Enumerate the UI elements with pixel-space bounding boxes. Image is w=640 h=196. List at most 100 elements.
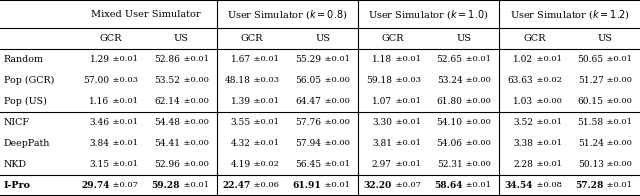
- Text: 4.19: 4.19: [230, 160, 251, 169]
- Text: 53.24: 53.24: [436, 76, 463, 85]
- Text: 1.67: 1.67: [230, 55, 251, 64]
- Text: ±0.03: ±0.03: [110, 76, 138, 84]
- Text: ±0.01: ±0.01: [322, 160, 350, 168]
- Text: ±0.00: ±0.00: [463, 160, 491, 168]
- Text: 2.28: 2.28: [513, 160, 533, 169]
- Text: ±0.01: ±0.01: [110, 139, 138, 147]
- Text: US: US: [456, 34, 471, 43]
- Text: 58.64: 58.64: [434, 181, 463, 190]
- Text: ±0.01: ±0.01: [110, 118, 138, 126]
- Text: 54.10: 54.10: [436, 118, 463, 127]
- Text: 52.96: 52.96: [154, 160, 180, 169]
- Text: 34.54: 34.54: [505, 181, 533, 190]
- Text: 56.45: 56.45: [295, 160, 321, 169]
- Text: 1.29: 1.29: [90, 55, 109, 64]
- Text: ±0.00: ±0.00: [604, 97, 632, 105]
- Text: GCR: GCR: [382, 34, 404, 43]
- Text: ±0.01: ±0.01: [392, 118, 420, 126]
- Text: User Simulator ($k = 1.2$): User Simulator ($k = 1.2$): [509, 8, 630, 21]
- Text: 29.74: 29.74: [81, 181, 109, 190]
- Text: ±0.07: ±0.07: [392, 181, 420, 189]
- Text: ±0.00: ±0.00: [180, 97, 209, 105]
- Text: Random: Random: [4, 55, 44, 64]
- Text: User Simulator ($k = 1.0$): User Simulator ($k = 1.0$): [368, 8, 489, 21]
- Text: Mixed User Simulator: Mixed User Simulator: [92, 10, 201, 19]
- Text: ±0.07: ±0.07: [110, 181, 138, 189]
- Text: DeepPath: DeepPath: [4, 139, 50, 148]
- Text: ±0.03: ±0.03: [252, 76, 280, 84]
- Text: ±0.00: ±0.00: [180, 76, 209, 84]
- Text: 64.47: 64.47: [296, 97, 321, 106]
- Text: 52.86: 52.86: [154, 55, 180, 64]
- Text: 1.03: 1.03: [513, 97, 533, 106]
- Text: 57.94: 57.94: [295, 139, 321, 148]
- Text: ±0.01: ±0.01: [604, 55, 632, 64]
- Text: ±0.02: ±0.02: [534, 76, 562, 84]
- Text: ±0.03: ±0.03: [392, 76, 420, 84]
- Text: 3.15: 3.15: [90, 160, 109, 169]
- Text: 4.32: 4.32: [231, 139, 251, 148]
- Text: ±0.01: ±0.01: [252, 118, 280, 126]
- Text: ±0.00: ±0.00: [463, 118, 491, 126]
- Text: ±0.00: ±0.00: [604, 76, 632, 84]
- Text: Pop (US): Pop (US): [4, 97, 47, 106]
- Text: ±0.01: ±0.01: [110, 160, 138, 168]
- Text: ±0.08: ±0.08: [534, 181, 562, 189]
- Text: ±0.01: ±0.01: [392, 55, 420, 64]
- Text: ±0.01: ±0.01: [392, 160, 420, 168]
- Text: US: US: [174, 34, 189, 43]
- Text: ±0.00: ±0.00: [180, 118, 209, 126]
- Text: 56.05: 56.05: [295, 76, 321, 85]
- Text: 3.84: 3.84: [90, 139, 109, 148]
- Text: ±0.00: ±0.00: [463, 139, 491, 147]
- Text: ±0.01: ±0.01: [392, 97, 420, 105]
- Text: 1.16: 1.16: [90, 97, 109, 106]
- Text: 63.63: 63.63: [508, 76, 533, 85]
- Text: 1.39: 1.39: [231, 97, 251, 106]
- Text: NICF: NICF: [4, 118, 30, 127]
- Text: GCR: GCR: [523, 34, 546, 43]
- Text: ±0.00: ±0.00: [180, 160, 209, 168]
- Text: ±0.01: ±0.01: [463, 181, 491, 189]
- Text: I-Pro: I-Pro: [4, 181, 31, 190]
- Text: ±0.01: ±0.01: [252, 139, 280, 147]
- Text: ±0.01: ±0.01: [180, 55, 209, 64]
- Text: ±0.01: ±0.01: [322, 55, 350, 64]
- Text: 1.02: 1.02: [513, 55, 533, 64]
- Text: ±0.00: ±0.00: [180, 139, 209, 147]
- Text: 57.76: 57.76: [295, 118, 321, 127]
- Text: ±0.02: ±0.02: [252, 160, 279, 168]
- Text: ±0.01: ±0.01: [534, 118, 562, 126]
- Text: US: US: [315, 34, 330, 43]
- Text: 3.38: 3.38: [513, 139, 533, 148]
- Text: 3.30: 3.30: [372, 118, 392, 127]
- Text: 50.13: 50.13: [578, 160, 604, 169]
- Text: GCR: GCR: [100, 34, 122, 43]
- Text: US: US: [598, 34, 612, 43]
- Text: 52.65: 52.65: [436, 55, 463, 64]
- Text: 3.46: 3.46: [90, 118, 109, 127]
- Text: ±0.01: ±0.01: [110, 97, 138, 105]
- Text: 59.18: 59.18: [366, 76, 392, 85]
- Text: ±0.01: ±0.01: [322, 181, 350, 189]
- Text: 51.27: 51.27: [578, 76, 604, 85]
- Text: ±0.01: ±0.01: [534, 160, 562, 168]
- Text: 1.07: 1.07: [372, 97, 392, 106]
- Text: NKD: NKD: [4, 160, 27, 169]
- Text: 61.91: 61.91: [292, 181, 321, 190]
- Text: 50.65: 50.65: [577, 55, 604, 64]
- Text: 3.52: 3.52: [513, 118, 533, 127]
- Text: ±0.00: ±0.00: [322, 139, 350, 147]
- Text: 54.48: 54.48: [154, 118, 180, 127]
- Text: 3.81: 3.81: [372, 139, 392, 148]
- Text: 52.31: 52.31: [436, 160, 463, 169]
- Text: 59.28: 59.28: [152, 181, 180, 190]
- Text: ±0.00: ±0.00: [322, 118, 350, 126]
- Text: ±0.06: ±0.06: [252, 181, 279, 189]
- Text: ±0.00: ±0.00: [604, 139, 632, 147]
- Text: 51.58: 51.58: [577, 118, 604, 127]
- Text: 51.24: 51.24: [578, 139, 604, 148]
- Text: ±0.00: ±0.00: [463, 76, 491, 84]
- Text: 1.18: 1.18: [372, 55, 392, 64]
- Text: ±0.01: ±0.01: [110, 55, 138, 64]
